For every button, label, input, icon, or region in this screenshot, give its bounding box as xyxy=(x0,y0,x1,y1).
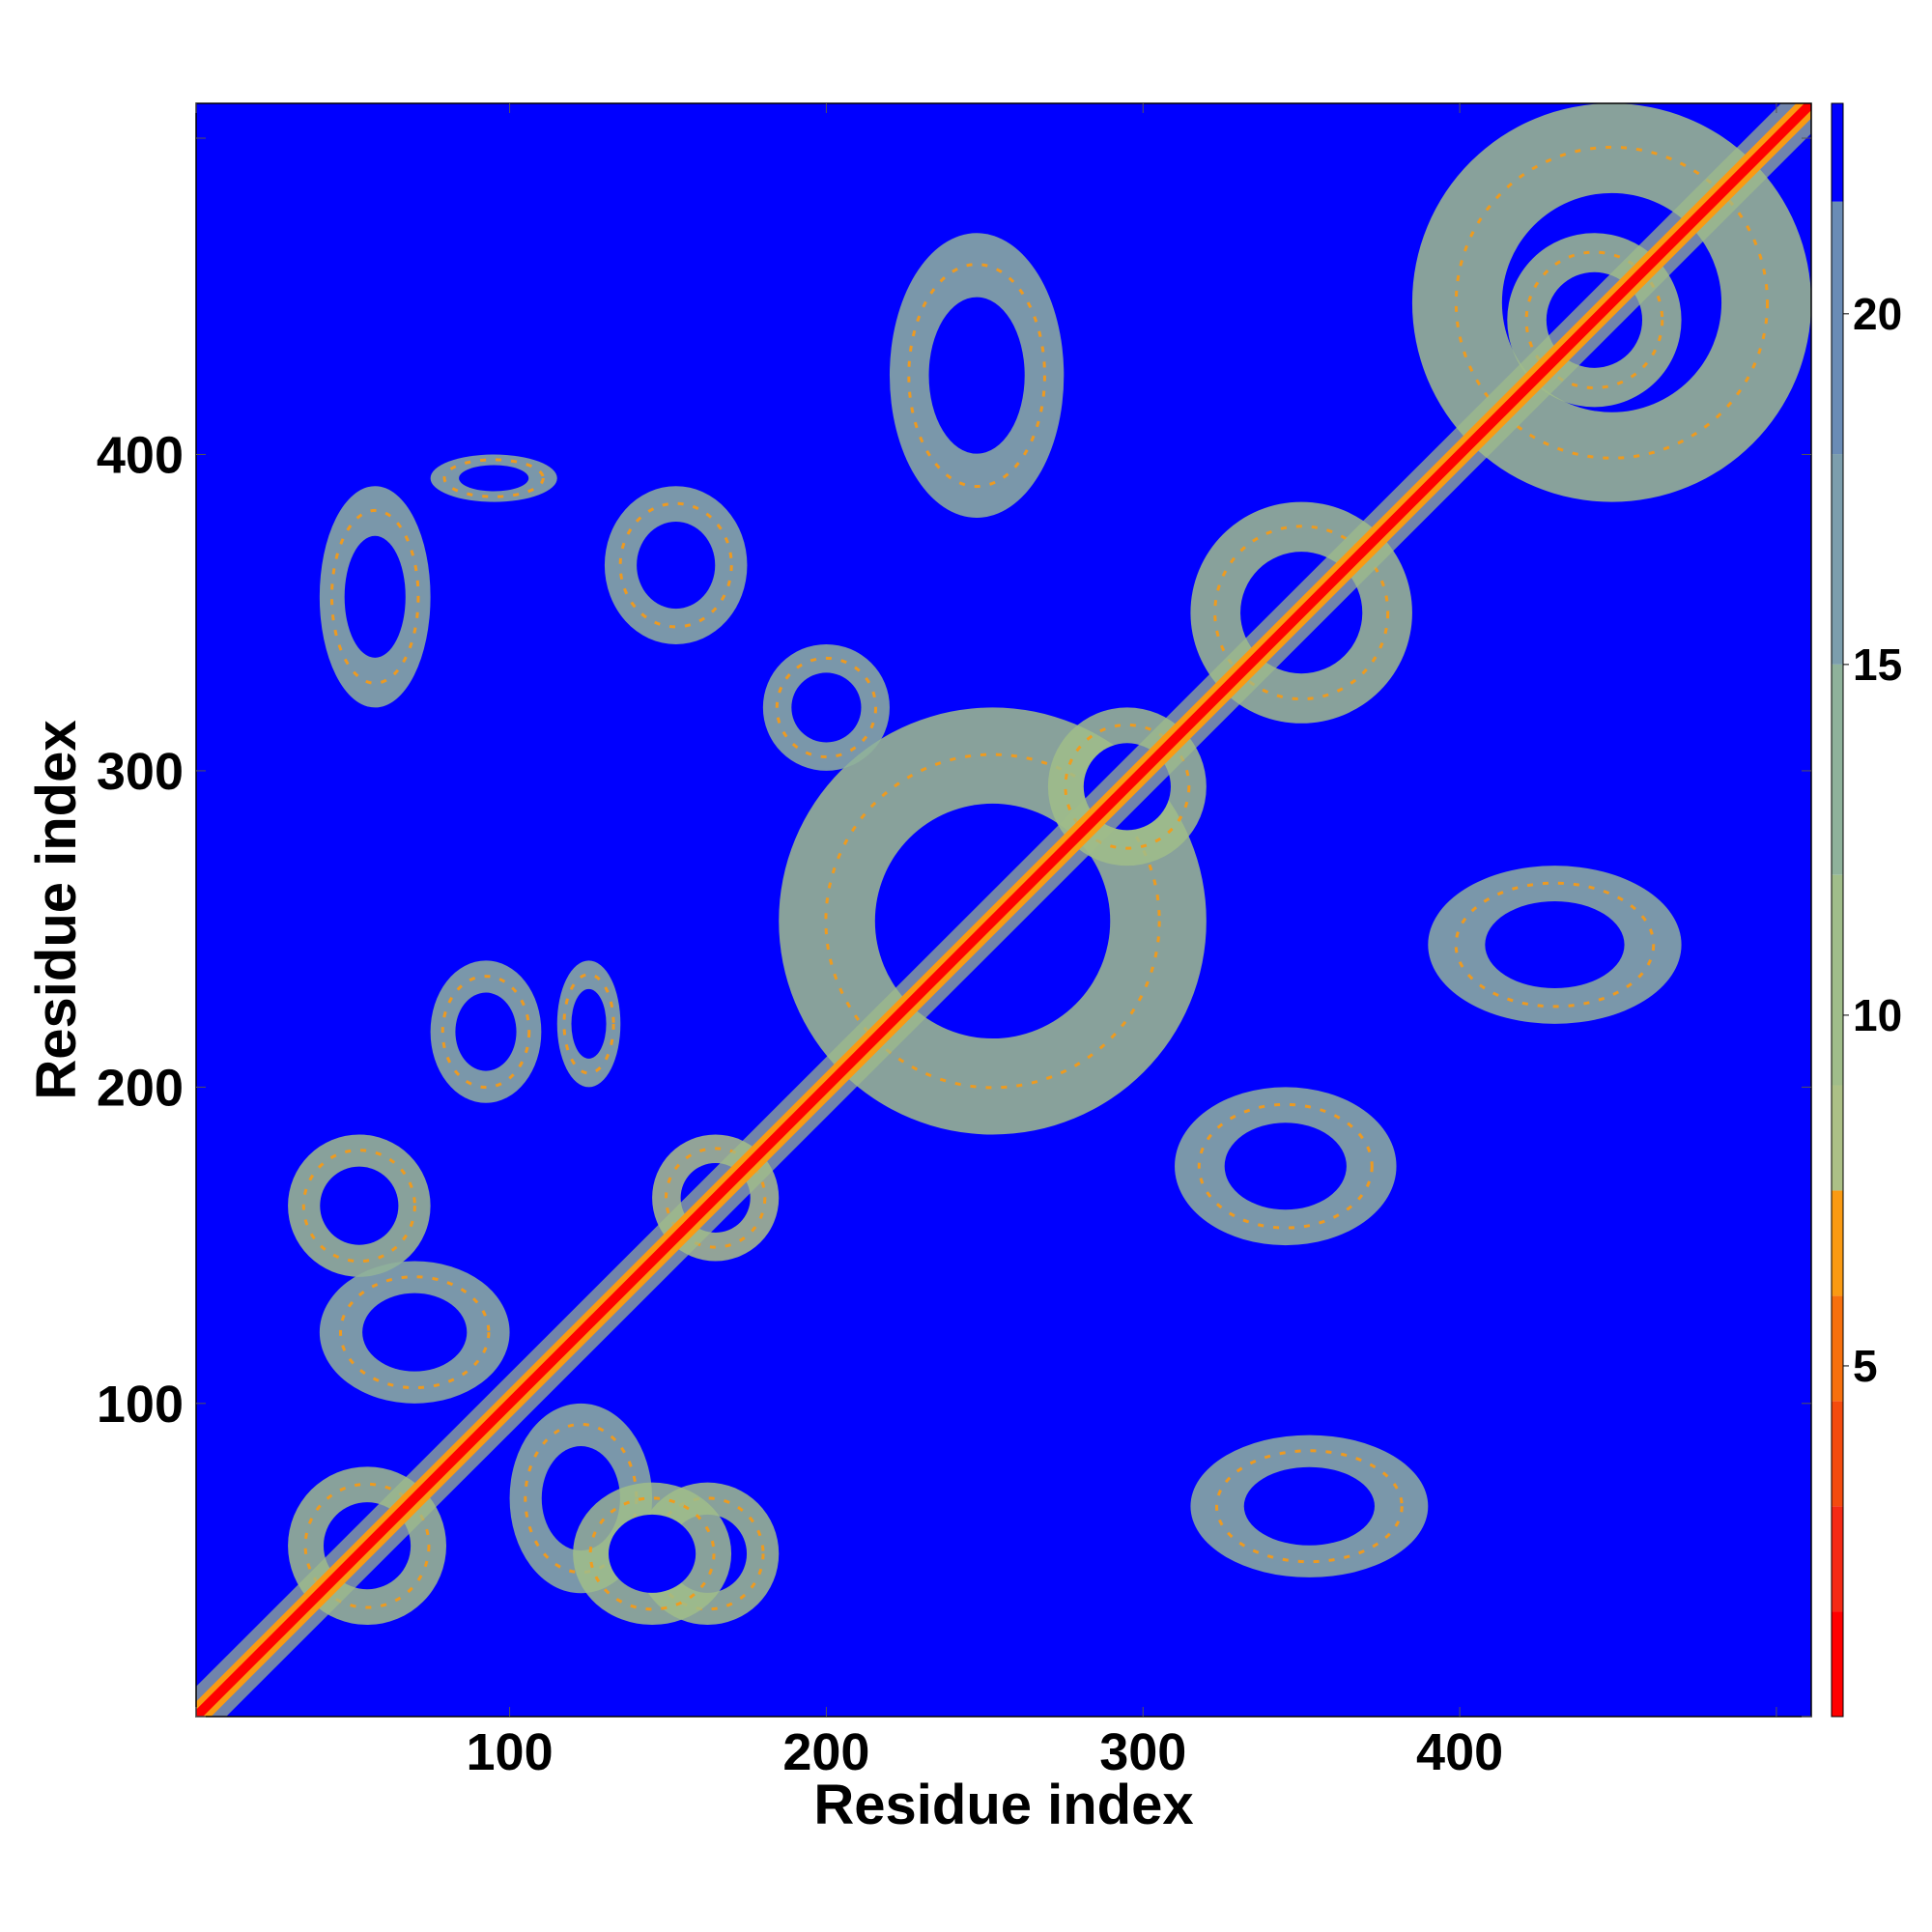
contact-region-ring-12 xyxy=(442,458,545,498)
colorbar-frame xyxy=(1831,102,1844,1718)
contact-region-ring-7 xyxy=(1064,723,1191,850)
y-axis-title: Residue index xyxy=(25,720,88,1099)
contact-region-ring-0 xyxy=(303,1482,431,1609)
contact-region-ring-15 xyxy=(907,263,1046,489)
x-tick-label: 200 xyxy=(782,1723,869,1781)
colorbar-segment-6 xyxy=(1832,874,1843,1086)
colorbar-tick-label: 20 xyxy=(1853,289,1902,339)
y-tick-label: 100 xyxy=(97,1376,184,1434)
contact-region-core-15 xyxy=(928,297,1025,454)
y-tick-label: 400 xyxy=(97,426,184,484)
colorbar-segment-3 xyxy=(1832,1295,1843,1402)
y-tick-label: 300 xyxy=(97,743,184,801)
contact-region-ring-21 xyxy=(775,656,878,759)
colorbar: 5 10 15 20 xyxy=(1831,102,1902,1718)
heatmap-plot-area xyxy=(196,103,1811,1717)
contact-region-ring-1 xyxy=(301,1149,416,1264)
colorbar-segment-9 xyxy=(1832,201,1843,455)
colorbar-segment-5 xyxy=(1832,1085,1843,1191)
x-axis-title: Residue index xyxy=(813,1774,1193,1836)
contact-region-ring-16 xyxy=(1197,1102,1374,1230)
contact-region-ring-11 xyxy=(329,508,420,685)
contact-region-core-4 xyxy=(362,1293,468,1372)
colorbar-segment-1 xyxy=(1832,1506,1843,1612)
colorbar-segment-7 xyxy=(1832,664,1843,875)
contact-region-ring-8 xyxy=(1213,525,1390,701)
y-tick-label: 200 xyxy=(97,1059,184,1117)
contact-region-ring-13 xyxy=(440,975,531,1090)
contact-region-core-21 xyxy=(791,672,862,743)
contact-region-ring-4 xyxy=(338,1275,491,1390)
contact-region-ring-20 xyxy=(618,501,733,629)
contact-region-ring-18 xyxy=(1214,1449,1404,1564)
contact-region-core-19 xyxy=(609,1514,696,1593)
contact-region-core-17 xyxy=(1485,900,1625,989)
contact-region-core-16 xyxy=(1224,1122,1347,1210)
contact-region-ring-19 xyxy=(588,1496,716,1611)
x-tick-label: 100 xyxy=(467,1723,554,1781)
colorbar-tick-label: 10 xyxy=(1853,990,1902,1040)
contact-region-ring-14 xyxy=(562,973,615,1075)
colorbar-tick-label: 5 xyxy=(1853,1341,1878,1391)
colorbar-segment-4 xyxy=(1832,1190,1843,1296)
x-tick-label: 300 xyxy=(1099,1723,1186,1781)
contact-region-ring-5 xyxy=(665,1147,767,1249)
contact-region-core-18 xyxy=(1243,1466,1375,1546)
contact-region-core-13 xyxy=(455,992,517,1071)
contact-region-ring-17 xyxy=(1454,881,1656,1009)
contact-region-ring-6 xyxy=(824,753,1161,1090)
y-axis: 100 200 300 400 xyxy=(97,137,1811,1718)
contact-region-core-1 xyxy=(320,1166,399,1245)
contact-region-core-11 xyxy=(344,535,406,658)
contact-region-core-20 xyxy=(637,522,716,610)
x-tick-label: 400 xyxy=(1416,1723,1503,1781)
plot-frame xyxy=(195,102,1812,1718)
colorbar-segment-8 xyxy=(1832,454,1843,665)
colorbar-tick-label: 15 xyxy=(1853,639,1902,690)
x-axis: 100 200 300 400 xyxy=(195,103,1777,1781)
colorbar-segment-2 xyxy=(1832,1401,1843,1507)
diagonal-band-core xyxy=(196,103,1811,1717)
colorbar-segment-0 xyxy=(1832,1611,1843,1717)
contact-region-core-14 xyxy=(571,988,607,1059)
colorbar-segment-10 xyxy=(1832,103,1843,202)
contact-region-core-12 xyxy=(459,465,529,492)
contact-region-ring-9 xyxy=(1454,145,1770,460)
